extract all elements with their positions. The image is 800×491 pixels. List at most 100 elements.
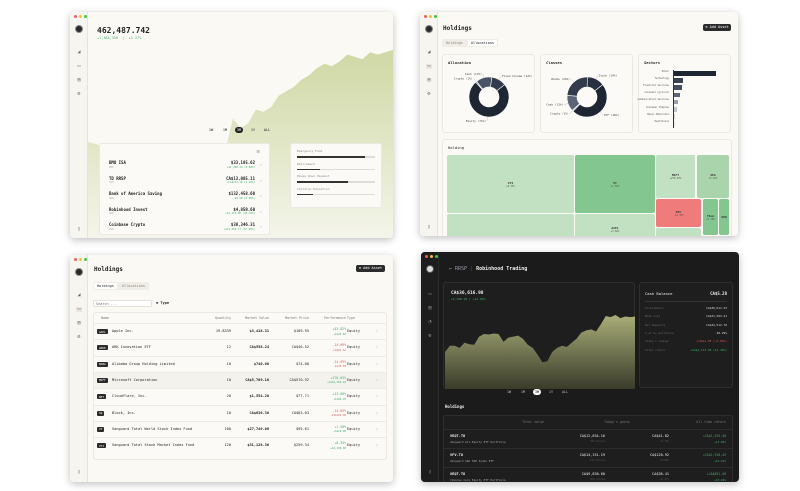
account-row[interactable]: TD RRSP CAD CA$13,085.11 +CA$134.18 (1.10%)… [100,174,269,188]
account-row[interactable]: Robinhood Invest USD $4,859.60 +$1,475.80 (… [100,205,269,219]
chevron-right-icon[interactable]: › [375,377,378,382]
column-header-quantity[interactable]: Quantity [215,316,231,320]
treemap-tile[interactable]: TSLA +6.10% [703,199,718,235]
range-3m[interactable]: 3M [533,389,541,395]
col-todays-gains[interactable]: Today's gains [604,420,630,424]
settings-icon[interactable]: ⚙ [77,334,81,340]
account-group[interactable]: RRSP [455,266,468,272]
sector-bar[interactable] [673,107,677,112]
treemap-tile[interactable] [447,214,574,236]
wallet-icon[interactable]: ▭ [77,63,81,69]
account-row[interactable]: Coinbase Crypto USD $38,346.31 +$14,063.77 … [100,220,269,234]
chevron-right-icon[interactable]: › [259,162,262,167]
donut-slice[interactable] [468,81,510,118]
tab-allocations[interactable]: Allocations [121,284,146,288]
treemap-tile[interactable]: MSFT +270.03% [656,155,695,198]
sector-bar[interactable] [673,78,683,83]
donut-slice[interactable] [586,76,604,92]
col-all-time-return[interactable]: All time return [696,420,726,424]
chevron-right-icon[interactable]: › [375,345,378,350]
range-1m[interactable]: 1M [222,128,228,132]
account-row[interactable]: BMO ISA GBP $33,185.62 +$1,208.14 (3.80%) › [100,158,269,172]
chevron-right-icon[interactable]: › [375,361,378,366]
range-3m[interactable]: 3M [235,127,243,133]
table-row[interactable]: MSFT Microsoft Corporation 10 CA$5,709.16 CA… [94,371,386,388]
range-selector[interactable]: 1W 1M 3M 1Y ALL [207,127,271,133]
wallet-icon[interactable]: ▭ [76,306,82,312]
treemap-tile[interactable]: VTI +8.35% [447,155,574,213]
add-asset-button[interactable]: ⊕ Add Asset [703,24,731,31]
window-controls[interactable] [425,255,438,258]
column-header-performance[interactable]: Performance [324,316,346,320]
sector-bar[interactable] [673,114,675,119]
window-controls[interactable] [74,15,87,18]
range-1y[interactable]: 1Y [250,128,256,132]
column-header-name[interactable]: Name [101,316,109,320]
chevron-right-icon[interactable]: › [259,208,262,214]
column-header-market-price[interactable]: Market Price [285,316,309,320]
type-filter-button[interactable]: ⊕ Type [156,301,169,305]
chart-icon[interactable]: ◢ [77,49,81,55]
table-row[interactable]: SQ Block, Inc. 10 CA$630.30 CA$63.03 -14.09% -… [94,404,386,421]
chevron-right-icon[interactable]: › [375,426,378,431]
sector-bar[interactable] [673,92,681,98]
donut-slice[interactable] [572,84,608,118]
sector-bar[interactable] [673,71,716,76]
holding-row[interactable]: XEQT.TO iShares Core Equity ETF Portfolio… [444,467,732,482]
chevron-right-icon[interactable]: › [375,394,378,399]
sector-bar[interactable] [673,85,682,90]
panel-toggle-icon[interactable]: ▯ [77,469,81,475]
range-1w[interactable]: 1W [208,128,214,132]
holdings-icon[interactable]: ▤ [77,77,81,83]
range-selector[interactable]: 1W 1M 3M 1Y ALL [505,389,569,395]
back-arrow-icon[interactable]: ← [449,266,453,272]
treemap-tile[interactable]: BTC -12.30% [656,199,701,227]
table-row[interactable]: VTI Vanguard Total Stock Market Index Fun… [94,437,386,453]
range-all[interactable]: ALL [561,390,569,394]
treemap-tile[interactable]: VT +1.50% [575,155,655,213]
settings-icon[interactable]: ⚙ [77,91,81,97]
donut-slice[interactable] [490,76,506,92]
chart-icon[interactable]: ◢ [77,292,81,298]
treemap-tile[interactable]: XEQ [719,199,729,235]
chevron-right-icon[interactable]: › [259,177,262,183]
holdings-icon[interactable]: ▤ [77,320,81,326]
table-row[interactable]: VT Vanguard Total World Stock Index Fund 1… [94,420,386,437]
holding-row[interactable]: VEQT.TO Vanguard All-Equity ETF Portfolio… [444,429,732,447]
tab-holdings[interactable]: Holdings [446,41,463,45]
logo-icon[interactable] [75,268,83,276]
holdings-icon[interactable]: ▤ [427,77,431,83]
chevron-right-icon[interactable]: › [375,410,378,415]
col-total-value[interactable]: Total value [522,420,544,424]
column-header-market-value[interactable]: Market Value [245,316,269,320]
wallet-icon[interactable]: ▤ [428,305,432,311]
settings-icon[interactable]: ⚙ [428,333,432,339]
panel-toggle-icon[interactable]: ▯ [428,469,432,475]
settings-icon[interactable]: ⚙ [427,91,431,97]
panel-toggle-icon[interactable]: ▯ [427,224,431,230]
donut-slice[interactable] [566,76,588,97]
logo-icon[interactable] [425,25,433,33]
table-row[interactable]: ARKK ARK Innovation ETF 12 CA$558.24 CA$46.5… [94,339,386,355]
range-1w[interactable]: 1W [506,390,512,394]
range-1m[interactable]: 1M [520,390,526,394]
accounts-menu-icon[interactable]: ☰ [256,149,260,154]
treemap-tile[interactable] [656,228,701,236]
add-asset-button[interactable]: ⊕ Add Asset [356,265,385,272]
chevron-right-icon[interactable]: › [375,329,378,333]
panel-toggle-icon[interactable]: ▯ [77,226,81,232]
tab-holdings[interactable]: Holdings [94,283,117,289]
search-input[interactable] [93,300,152,307]
range-1y[interactable]: 1Y [548,390,554,394]
logo-icon[interactable] [75,25,83,33]
holdings-icon[interactable]: ◔ [428,319,432,325]
sector-bar[interactable] [673,99,678,105]
chart-icon[interactable]: ◢ [427,49,431,55]
chevron-right-icon[interactable]: › [259,193,262,198]
wallet-icon[interactable]: ▭ [426,63,432,69]
treemap-tile[interactable]: AAPL +3.82% [575,214,655,236]
window-controls[interactable] [74,258,87,261]
account-row[interactable]: Bank of America Saving USD $132,458.60 $0.0… [100,189,269,203]
table-row[interactable]: AAPL Apple Inc. 19.8339 $3,418.31 $189.95 +$3… [94,323,386,339]
tab-allocations[interactable]: Allocations [467,40,498,46]
